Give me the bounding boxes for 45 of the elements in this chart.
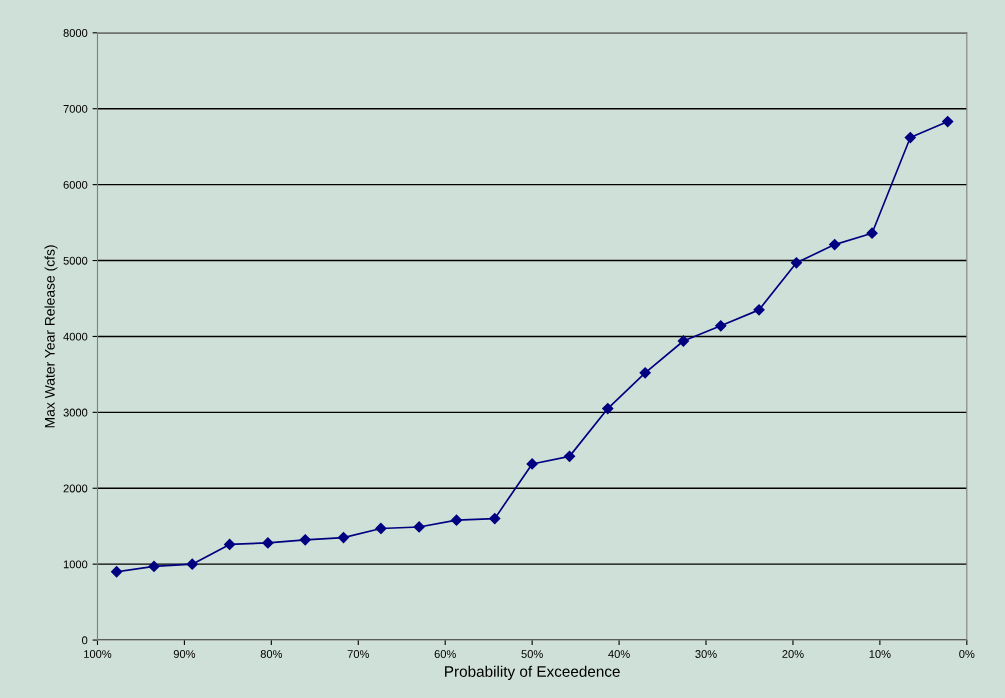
point [148,560,160,573]
x-tick-label: 80% [260,650,283,658]
y-tick-label: 6000 [63,180,88,189]
x-axis-title: Probability of Exceedence [445,665,620,680]
point [866,227,878,239]
point [829,238,841,251]
x-tick-label: 60% [434,650,456,658]
point [375,522,387,535]
y-axis-title: Max Water Year Release (cfs) [44,245,58,428]
x-tick-label: 90% [173,650,196,658]
point [489,513,501,525]
y-tick-label: 7000 [63,104,88,113]
point [563,450,576,462]
point [790,257,803,269]
y-tick-label: 4000 [63,332,88,341]
point [413,521,425,533]
x-tick-label: 50% [521,650,543,658]
point [224,538,236,551]
x-tick-label: 10% [869,650,891,658]
point [715,320,727,332]
y-tick-label: 2000 [63,484,88,493]
x-tick-label: 0% [959,650,975,658]
point [526,458,538,470]
point [450,514,463,526]
point [186,558,198,570]
y-tick-label: 0 [82,636,88,645]
y-tick-label: 5000 [63,256,88,265]
x-tick-label: 30% [695,650,717,658]
y-tick-label: 1000 [63,560,88,569]
point [262,537,274,549]
x-tick-label: 100% [84,650,112,658]
x-tick-label: 20% [782,650,804,658]
point [299,534,311,546]
point [111,566,123,578]
point [602,402,614,415]
point [942,116,954,128]
point [677,335,690,347]
y-tick-label: 3000 [63,408,88,417]
point [337,531,350,544]
point [639,367,651,379]
x-tick-label: 70% [347,650,370,658]
x-tick-label: 40% [608,650,630,658]
y-tick-label: 8000 [63,29,88,37]
point [753,304,765,316]
point [904,131,916,144]
